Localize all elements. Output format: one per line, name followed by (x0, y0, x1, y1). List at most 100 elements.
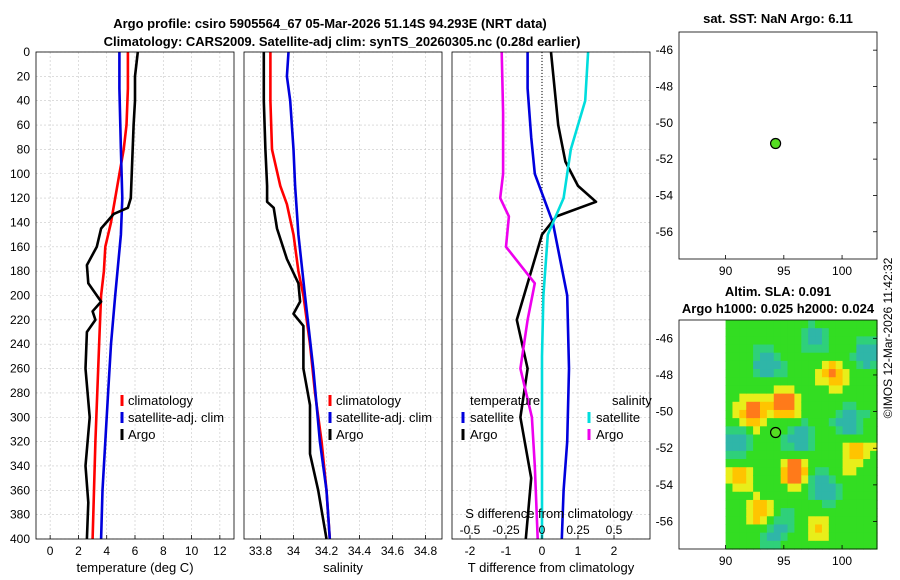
sla-field-cell (835, 532, 844, 542)
sla-field-cell (766, 360, 775, 370)
sla-field-cell (856, 508, 864, 517)
sla-field-cell (801, 434, 809, 444)
sla-field-cell (780, 352, 789, 362)
sla-field-cell (842, 467, 851, 476)
y-tick-label: 300 (10, 410, 30, 424)
sla-field-cell (766, 401, 775, 411)
sla-field-cell (828, 320, 837, 329)
sla-field-cell (773, 442, 782, 452)
sla-field-cell (787, 385, 796, 395)
sla-field-cell (815, 499, 823, 509)
sla-field-cell (787, 459, 796, 468)
sla-field-cell (753, 328, 761, 337)
sla-field-cell (746, 320, 754, 329)
sla-field-cell (870, 540, 878, 550)
sla-field-cell (739, 491, 747, 501)
sla-field-cell (828, 475, 837, 485)
sla-field-cell (815, 475, 823, 485)
sla-field-cell (725, 377, 734, 387)
sla-field-cell (780, 434, 789, 444)
sla-map-title-2: Argo h1000: 0.025 h2000: 0.024 (682, 301, 875, 316)
sla-field-cell (863, 450, 871, 460)
sla-field-cell (787, 532, 796, 542)
sla-field-cell (870, 336, 878, 346)
sla-field-cell (725, 434, 734, 444)
sla-field-cell (739, 377, 747, 387)
sla-field-cell (753, 491, 761, 501)
sla-field-cell (753, 508, 761, 517)
sla-field-cell (808, 336, 816, 346)
sla-field-cell (725, 540, 734, 550)
sla-field-cell (773, 516, 782, 526)
sla-field-cell (835, 491, 844, 501)
sla-field-cell (725, 508, 734, 517)
sla-field-cell (842, 499, 851, 509)
y-tick-label: 380 (10, 508, 30, 522)
sla-field-cell (773, 508, 782, 517)
sla-field-cell (787, 483, 796, 493)
sla-field-cell (746, 499, 754, 509)
sla-field-cell (766, 369, 775, 378)
sla-field-cell (849, 450, 857, 460)
sla-field-cell (746, 369, 754, 378)
x-tick-label: 34.2 (315, 544, 339, 558)
sla-field-cell (815, 467, 823, 476)
y-tick-label: -48 (656, 368, 674, 382)
sla-field-cell (815, 360, 823, 370)
x-tick-label: 1 (575, 544, 582, 558)
sla-field-cell (732, 491, 740, 501)
sla-field-cell (780, 524, 789, 534)
sla-field-cell (766, 516, 775, 526)
sla-field-cell (801, 491, 809, 501)
sla-field-cell (739, 401, 747, 411)
sla-field-cell (863, 516, 871, 526)
sla-field-cell (849, 459, 857, 468)
sla-field-cell (780, 401, 789, 411)
sla-field-cell (801, 499, 809, 509)
sla-field-cell (753, 434, 761, 444)
sla-field-cell (849, 426, 857, 436)
sla-field-cell (760, 450, 768, 460)
sla-field-cell (766, 434, 775, 444)
sla-field-cell (725, 360, 734, 370)
sla-field-cell (828, 483, 837, 493)
sla-field-cell (870, 328, 878, 337)
sla-field-cell (801, 369, 809, 378)
sla-field-cell (732, 360, 740, 370)
sla-field-cell (732, 426, 740, 436)
sla-field-cell (821, 508, 830, 517)
sla-field-cell (856, 409, 864, 419)
sla-field-cell (766, 508, 775, 517)
sla-field-cell (801, 393, 809, 403)
sla-field-cell (808, 328, 816, 337)
sla-field-cell (780, 328, 789, 337)
sla-field-cell (801, 442, 809, 452)
y-tick-label: -52 (656, 152, 674, 166)
sla-field-cell (753, 467, 761, 476)
y-tick-label: 60 (17, 118, 31, 132)
sla-field-cell (815, 336, 823, 346)
sla-field-cell (801, 328, 809, 337)
sla-field-cell (801, 418, 809, 427)
sla-field-cell (766, 344, 775, 354)
sla-field-cell (725, 352, 734, 362)
sla-field-cell (753, 418, 761, 427)
sla-field-cell (753, 360, 761, 370)
sla-field-cell (808, 459, 816, 468)
sla-field-cell (732, 467, 740, 476)
sla-field-cell (780, 491, 789, 501)
y-tick-label: 140 (10, 215, 30, 229)
sla-field-cell (821, 442, 830, 452)
sla-field-cell (739, 352, 747, 362)
x-tick-label: 90 (719, 554, 733, 568)
y-tick-label: 400 (10, 532, 30, 546)
sla-field-cell (808, 377, 816, 387)
sla-field-cell (801, 524, 809, 534)
sla-field-cell (787, 434, 796, 444)
sla-field-cell (760, 352, 768, 362)
sla-field-cell (732, 393, 740, 403)
sla-field-cell (794, 360, 802, 370)
sla-field-cell (794, 418, 802, 427)
sla-field-cell (842, 328, 851, 337)
sla-field-cell (794, 499, 802, 509)
